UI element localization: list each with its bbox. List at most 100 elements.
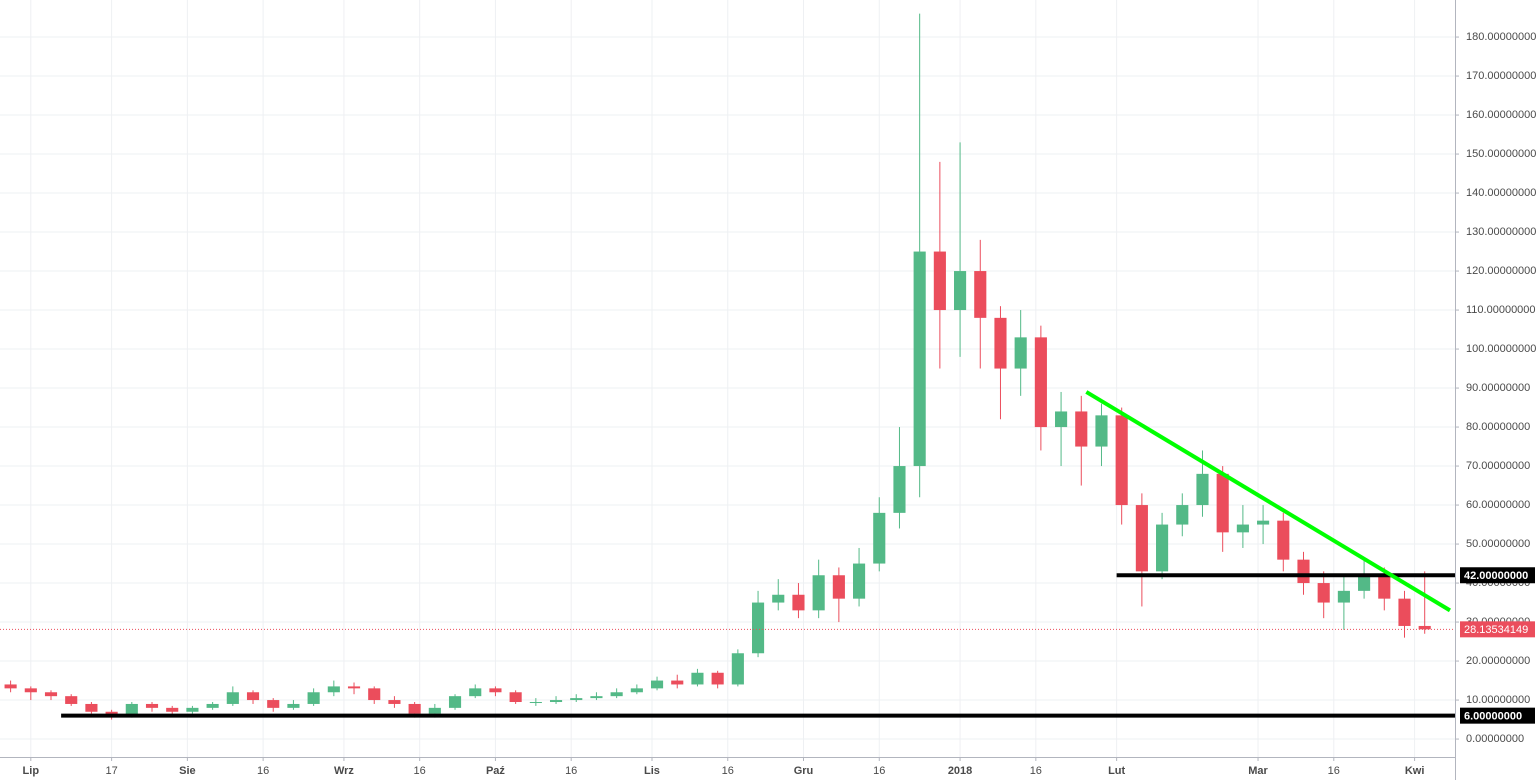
y-tick-label: 180.00000000 xyxy=(1466,31,1536,43)
candle-body xyxy=(731,653,744,685)
candle-body xyxy=(853,563,866,599)
x-tick-label: Lut xyxy=(1108,765,1125,777)
level-tag xyxy=(1460,567,1535,584)
candle-body xyxy=(428,707,441,714)
candle-body xyxy=(1358,575,1371,591)
level-label: 6.00000000 xyxy=(1464,711,1522,723)
candle-body xyxy=(711,672,724,685)
y-tick-label: 140.00000000 xyxy=(1466,187,1536,199)
candle-body xyxy=(226,692,239,704)
y-tick-label: 130.00000000 xyxy=(1466,226,1536,238)
candle-body xyxy=(327,686,340,693)
last-price-tag xyxy=(1460,621,1535,638)
candle-body xyxy=(671,680,684,685)
candle-body xyxy=(570,698,583,701)
y-tick-label: 100.00000000 xyxy=(1466,343,1536,355)
y-tick-label: 110.00000000 xyxy=(1466,304,1536,316)
candle-body xyxy=(287,703,300,708)
candle-body xyxy=(610,692,623,697)
candle-body xyxy=(1418,625,1431,630)
candle-body xyxy=(1196,473,1209,506)
candle-body xyxy=(145,703,159,708)
x-tick-label: 16 xyxy=(414,765,426,777)
x-tick-label: 16 xyxy=(1328,765,1340,777)
x-tick-label: 16 xyxy=(873,765,885,777)
candle-body xyxy=(1317,583,1330,603)
candle-body xyxy=(873,512,886,564)
candle-body xyxy=(1135,505,1148,572)
candle-body xyxy=(974,271,987,318)
x-tick-label: Wrz xyxy=(334,765,354,777)
candle-body xyxy=(812,575,825,611)
candle-body xyxy=(186,707,199,712)
candle-body xyxy=(1115,415,1128,506)
candle-body xyxy=(691,672,704,685)
candle-body xyxy=(246,692,260,701)
y-tick-label: 10.00000000 xyxy=(1466,694,1530,706)
candle-body xyxy=(388,700,401,704)
x-tick-label: 2018 xyxy=(948,765,972,777)
candle-body xyxy=(1378,575,1391,599)
candle-body xyxy=(408,703,421,714)
candle-body xyxy=(1337,590,1350,603)
candle-body xyxy=(85,703,98,712)
y-tick-label: 160.00000000 xyxy=(1466,109,1536,121)
candle-body xyxy=(347,686,361,689)
y-tick-label: 170.00000000 xyxy=(1466,70,1536,82)
candle-body xyxy=(893,466,906,513)
x-tick-label: 16 xyxy=(257,765,269,777)
candle-body xyxy=(1398,598,1411,626)
x-tick-label: Lis xyxy=(644,765,660,777)
candle-body xyxy=(24,688,37,693)
x-tick-label: Kwi xyxy=(1405,765,1425,777)
candle-body xyxy=(267,700,280,708)
candle-body xyxy=(509,692,522,703)
candle-body xyxy=(1034,337,1047,428)
candle-body xyxy=(994,317,1007,369)
candle-body xyxy=(469,688,482,697)
candle-body xyxy=(772,594,785,603)
level-label: 42.00000000 xyxy=(1464,570,1528,582)
candle-body xyxy=(751,602,765,654)
candle-body xyxy=(307,692,320,704)
candle-body xyxy=(1297,559,1310,584)
candle-body xyxy=(1176,505,1189,525)
candle-body xyxy=(1257,520,1270,525)
candle-body xyxy=(590,696,603,699)
x-tick-label: 17 xyxy=(105,765,117,777)
trendline xyxy=(1085,390,1451,613)
candle-body xyxy=(448,696,462,708)
candle-body xyxy=(1014,337,1027,369)
x-tick-label: Mar xyxy=(1248,765,1268,777)
y-tick-label: 80.00000000 xyxy=(1466,421,1530,433)
axes: 0.0000000010.0000000020.0000000030.00000… xyxy=(23,31,1536,777)
x-tick-label: 16 xyxy=(1030,765,1042,777)
x-tick-label: Paź xyxy=(486,765,505,777)
y-tick-label: 90.00000000 xyxy=(1466,382,1530,394)
candle-body xyxy=(489,688,502,693)
plot-area xyxy=(0,13,1455,720)
y-tick-label: 120.00000000 xyxy=(1466,265,1536,277)
candle-body xyxy=(368,688,381,701)
x-tick-label: Sie xyxy=(179,765,196,777)
candle-body xyxy=(529,702,542,704)
x-tick-label: Gru xyxy=(794,765,814,777)
candle-body xyxy=(4,684,17,689)
candle-body xyxy=(933,251,946,311)
candle-body xyxy=(65,696,78,704)
candle-body xyxy=(125,703,138,716)
candle-body xyxy=(1236,524,1249,533)
grid xyxy=(0,0,1455,757)
candle-body xyxy=(166,707,179,712)
candle-body xyxy=(913,251,926,467)
candle-body xyxy=(650,680,664,689)
y-tick-label: 150.00000000 xyxy=(1466,148,1536,160)
y-tick-label: 50.00000000 xyxy=(1466,538,1530,550)
candle-body xyxy=(206,703,219,708)
candle-body xyxy=(792,594,805,611)
x-tick-label: 16 xyxy=(722,765,734,777)
candle-body xyxy=(1216,473,1229,533)
candle-body xyxy=(1156,524,1169,572)
y-tick-label: 20.00000000 xyxy=(1466,655,1530,667)
